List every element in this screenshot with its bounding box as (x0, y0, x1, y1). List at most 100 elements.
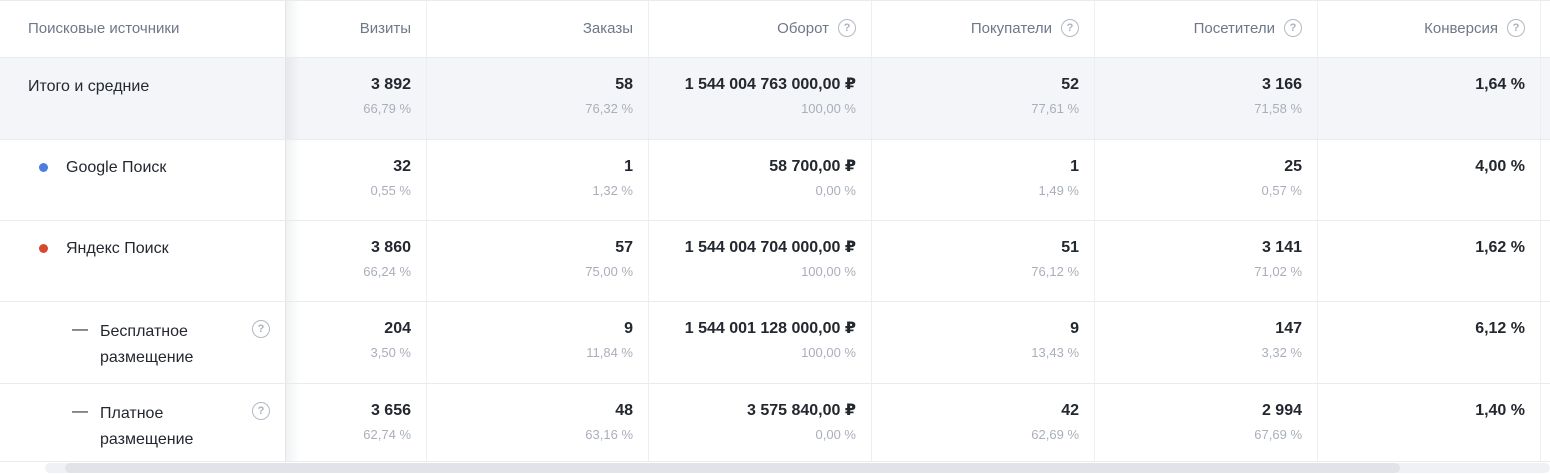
row-label-text: Яндекс Поиск (66, 240, 169, 257)
help-icon[interactable]: ? (838, 19, 856, 37)
column-header-orders[interactable]: Заказы (426, 0, 648, 57)
metric-share: 100,00 % (801, 101, 856, 116)
metric-value: 1 (1070, 158, 1079, 175)
cell-free-placement-visitors: 147 3,32 % (1094, 301, 1317, 383)
column-header-label-buyers: Покупатели (970, 20, 1052, 37)
row-label-text: Google Поиск (66, 159, 167, 176)
metric-value: 58 700,00 ₽ (769, 158, 856, 175)
cell-paid-placement-buyers: 42 62,69 % (871, 383, 1094, 461)
metric-value: 147 (1275, 320, 1302, 337)
metric-value: 25 (1284, 158, 1302, 175)
metric-value: 1 (624, 158, 633, 175)
help-icon[interactable]: ? (1284, 19, 1302, 37)
help-icon[interactable]: ? (252, 402, 270, 420)
dash-icon: — (72, 321, 88, 338)
column-header-source[interactable]: Поисковые источники (0, 0, 285, 57)
cell-google-search-buyers: 1 1,49 % (871, 139, 1094, 220)
row-label-free-placement[interactable]: — Бесплатное размещение? (0, 301, 285, 383)
column-header-label-conversion: Конверсия (1424, 20, 1498, 37)
cell-paid-placement-conversion: 1,40 % (1317, 383, 1540, 461)
column-header-buyers[interactable]: Покупатели? (871, 0, 1094, 57)
row-label-yandex-search[interactable]: Яндекс Поиск (0, 220, 285, 301)
metric-share: 100,00 % (801, 345, 856, 360)
cell-paid-placement-visitors: 2 994 67,69 % (1094, 383, 1317, 461)
column-divider (648, 0, 649, 461)
row-divider (0, 301, 1550, 302)
column-header-visitors[interactable]: Посетители? (1094, 0, 1317, 57)
row-spacer-cell (1540, 383, 1550, 461)
row-label-text: Бесплатное размещение (100, 323, 194, 366)
column-header-label-visitors: Посетители (1193, 20, 1275, 37)
cell-google-search-visits: 32 0,55 % (285, 139, 426, 220)
horizontal-scrollbar-thumb[interactable] (65, 463, 1400, 473)
column-divider (1540, 0, 1541, 461)
metric-value: 1,62 % (1475, 239, 1525, 256)
metric-share: 1,32 % (592, 183, 633, 198)
column-divider (871, 0, 872, 461)
cell-free-placement-buyers: 9 13,43 % (871, 301, 1094, 383)
metric-value: 57 (615, 239, 633, 256)
metric-value: 52 (1061, 76, 1079, 93)
metric-share: 66,24 % (363, 264, 411, 279)
cell-free-placement-conversion: 6,12 % (1317, 301, 1540, 383)
help-icon[interactable]: ? (252, 320, 270, 338)
column-divider (1317, 0, 1318, 461)
help-icon[interactable]: ? (1507, 19, 1525, 37)
column-header-label-revenue: Оборот (777, 20, 829, 37)
column-divider (426, 0, 427, 461)
cell-yandex-search-buyers: 51 76,12 % (871, 220, 1094, 301)
row-label-paid-placement[interactable]: — Платное размещение? (0, 383, 285, 461)
metric-value: 1 544 001 128 000,00 ₽ (684, 320, 856, 337)
column-header-label-orders: Заказы (582, 20, 633, 37)
metric-share: 76,32 % (585, 101, 633, 116)
cell-google-search-visitors: 25 0,57 % (1094, 139, 1317, 220)
cell-paid-placement-orders: 48 63,16 % (426, 383, 648, 461)
help-icon[interactable]: ? (1061, 19, 1079, 37)
table-grid: Поисковые источники Визиты Заказы Оборот? По… (0, 0, 1550, 461)
metric-value: 58 (615, 76, 633, 93)
cell-yandex-search-visits: 3 860 66,24 % (285, 220, 426, 301)
cell-totals-orders: 58 76,32 % (426, 57, 648, 139)
metric-share: 62,69 % (1031, 427, 1079, 442)
row-label-google-search[interactable]: Google Поиск (0, 139, 285, 220)
metric-share: 13,43 % (1031, 345, 1079, 360)
column-header-label-source: Поисковые источники (28, 20, 180, 37)
cell-paid-placement-visits: 3 656 62,74 % (285, 383, 426, 461)
metric-share: 63,16 % (585, 427, 633, 442)
metric-value: 1,40 % (1475, 402, 1525, 419)
dash-icon: — (72, 403, 88, 420)
metric-value: 3 141 (1261, 239, 1302, 256)
metric-value: 3 656 (370, 402, 411, 419)
metric-share: 62,74 % (363, 427, 411, 442)
metric-share: 0,55 % (370, 183, 411, 198)
metric-share: 76,12 % (1031, 264, 1079, 279)
row-divider (0, 139, 1550, 140)
metric-value: 9 (624, 320, 633, 337)
column-header-visits[interactable]: Визиты (285, 0, 426, 57)
column-header-conversion[interactable]: Конверсия? (1317, 0, 1540, 57)
legend-dot-icon (39, 163, 48, 172)
metric-share: 67,69 % (1254, 427, 1302, 442)
cell-google-search-orders: 1 1,32 % (426, 139, 648, 220)
row-spacer-cell (1540, 220, 1550, 301)
metric-value: 32 (393, 158, 411, 175)
cell-yandex-search-revenue: 1 544 004 704 000,00 ₽ 100,00 % (648, 220, 871, 301)
cell-free-placement-visits: 204 3,50 % (285, 301, 426, 383)
metric-value: 9 (1070, 320, 1079, 337)
column-divider (1094, 0, 1095, 461)
cell-yandex-search-orders: 57 75,00 % (426, 220, 648, 301)
metric-value: 1 544 004 763 000,00 ₽ (684, 76, 856, 93)
metric-value: 42 (1061, 402, 1079, 419)
cell-yandex-search-conversion: 1,62 % (1317, 220, 1540, 301)
row-label-totals: Итого и средние (0, 57, 285, 139)
column-header-revenue[interactable]: Оборот? (648, 0, 871, 57)
metric-share: 100,00 % (801, 264, 856, 279)
row-spacer-cell (1540, 301, 1550, 383)
row-divider (0, 220, 1550, 221)
row-label-text: Платное размещение (100, 405, 194, 448)
cell-free-placement-revenue: 1 544 001 128 000,00 ₽ 100,00 % (648, 301, 871, 383)
metric-value: 2 994 (1261, 402, 1302, 419)
metric-value: 6,12 % (1475, 320, 1525, 337)
row-divider (0, 383, 1550, 384)
